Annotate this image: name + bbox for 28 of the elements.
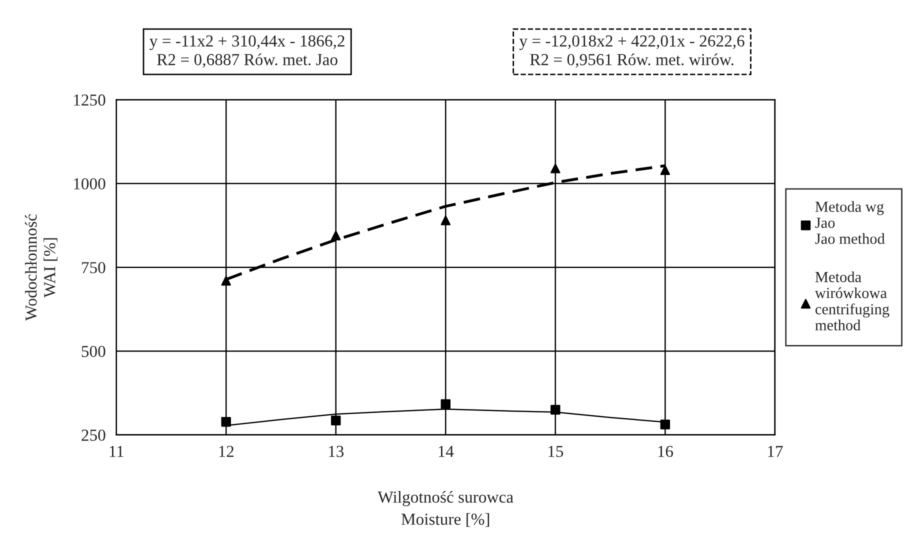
point bbox=[660, 165, 670, 175]
legend-label: Metoda wirówkowa centrifuging method bbox=[814, 271, 890, 330]
y-tick-label: 750 bbox=[82, 262, 106, 274]
text: y = -11x2 + 310,44x - 1866,2 R2 = 0,6887 Rów. met. Jao bbox=[150, 35, 344, 68]
text: y = -12,018x2 + 422,01x - 2622,6 R2 = 0,9561 Rów. met. wirów. bbox=[519, 35, 744, 68]
x-tick-label: 12 bbox=[219, 446, 234, 457]
legend-label: Metoda wg Jao Jao method bbox=[815, 201, 885, 244]
y-tick-label: 1250 bbox=[74, 94, 106, 106]
y-axis-title: Wodochłonność WAI [%] bbox=[24, 214, 58, 321]
x-tick-label: 11 bbox=[110, 446, 124, 457]
y-tick-label: 1000 bbox=[74, 178, 106, 190]
y-tick-label: 250 bbox=[82, 430, 106, 441]
point bbox=[331, 416, 341, 426]
point bbox=[550, 164, 560, 174]
point bbox=[660, 420, 670, 430]
point bbox=[550, 404, 560, 415]
point bbox=[440, 216, 450, 226]
y-tick-label: 500 bbox=[82, 346, 106, 358]
x-tick-label: 16 bbox=[658, 446, 674, 458]
point bbox=[221, 416, 231, 427]
point bbox=[440, 399, 450, 409]
x-tick-label: 14 bbox=[438, 446, 454, 457]
x-tick-label: 17 bbox=[768, 446, 783, 457]
point bbox=[331, 230, 341, 240]
point bbox=[221, 276, 231, 286]
x-axis-title: Wilgotność surowca Moisture [%] bbox=[378, 490, 514, 527]
x-tick-label: 15 bbox=[548, 446, 564, 458]
x-tick-label: 13 bbox=[329, 446, 344, 458]
